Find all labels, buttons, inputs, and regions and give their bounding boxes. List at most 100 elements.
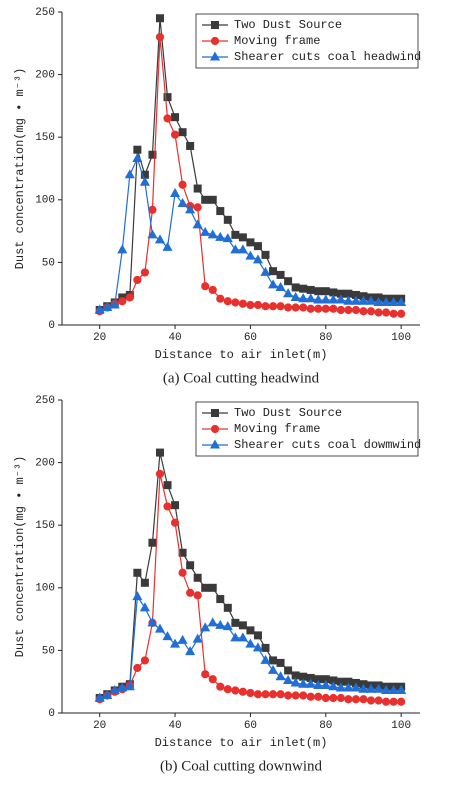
data-point [237, 632, 248, 642]
x-tick-label: 100 [391, 332, 411, 344]
data-point [132, 152, 143, 162]
data-point [178, 180, 187, 189]
x-tick-label: 60 [244, 332, 257, 344]
data-point [186, 561, 195, 570]
data-point [155, 14, 164, 23]
x-tick-label: 60 [244, 720, 257, 732]
data-point [397, 697, 406, 706]
x-axis-label: Distance to air inlet(m) [155, 348, 328, 362]
data-point [102, 689, 113, 699]
data-point [373, 683, 384, 693]
data-point [216, 207, 225, 216]
legend-label: Two Dust Source [234, 18, 342, 32]
y-tick-label: 0 [48, 708, 55, 720]
data-point [154, 234, 166, 244]
data-point [261, 643, 270, 652]
data-point [186, 141, 195, 150]
data-point [269, 656, 278, 665]
data-point [186, 588, 195, 597]
data-point [201, 195, 210, 204]
data-point [283, 674, 294, 684]
data-point [163, 502, 172, 511]
data-point [163, 481, 172, 490]
data-point [139, 602, 150, 612]
data-point [208, 583, 217, 592]
data-point [238, 233, 247, 242]
data-point [162, 631, 173, 641]
data-point [261, 690, 270, 699]
data-point [335, 294, 346, 304]
data-point [155, 469, 165, 478]
data-point [171, 113, 180, 122]
y-tick-label: 150 [35, 520, 55, 532]
data-point [389, 697, 398, 706]
legend-marker [209, 439, 221, 449]
data-point [252, 642, 264, 652]
x-tick-label: 40 [168, 720, 181, 732]
data-point [305, 678, 316, 688]
data-point [102, 301, 113, 311]
data-point [216, 595, 225, 604]
caption: (b) Coal cutting downwind [160, 758, 323, 774]
x-tick-label: 20 [93, 720, 106, 732]
caption: (a) Coal cutting headwind [163, 370, 320, 386]
data-point [381, 684, 392, 694]
x-tick-label: 40 [168, 332, 181, 344]
data-point [260, 654, 271, 664]
data-point [246, 688, 255, 698]
data-point [193, 184, 202, 193]
data-point [238, 621, 247, 630]
data-point [223, 603, 232, 612]
y-tick-label: 200 [35, 458, 55, 470]
data-point [185, 204, 196, 214]
data-point [314, 692, 323, 701]
data-point [170, 130, 180, 139]
legend-marker [209, 51, 221, 61]
data-point [299, 284, 308, 293]
data-point [177, 198, 188, 208]
data-point [222, 233, 233, 243]
series-line [99, 473, 402, 703]
data-point [268, 690, 278, 699]
data-point [359, 307, 368, 316]
data-point [117, 244, 128, 254]
y-axis-label: Dust concentration(mg • m⁻³) [13, 68, 27, 270]
data-point [396, 684, 407, 694]
y-tick-label: 50 [42, 257, 55, 269]
y-tick-label: 250 [35, 395, 55, 407]
data-point [177, 634, 188, 644]
data-point [350, 295, 361, 305]
data-point [178, 128, 187, 137]
data-point [343, 295, 354, 305]
data-point [299, 691, 308, 700]
data-point [284, 691, 293, 700]
data-point [208, 675, 217, 684]
data-point [359, 695, 368, 704]
data-point [207, 229, 218, 239]
legend-marker [211, 409, 219, 417]
data-point [253, 690, 263, 699]
data-point [133, 568, 142, 577]
data-point [336, 305, 345, 315]
data-point [314, 287, 323, 296]
data-point [208, 195, 217, 204]
data-point [163, 114, 172, 123]
data-point [284, 666, 293, 675]
data-point [329, 693, 338, 703]
legend-marker [210, 424, 220, 434]
data-point [335, 682, 346, 692]
data-point [215, 231, 226, 241]
data-point [396, 296, 407, 306]
data-point [201, 282, 210, 291]
data-point [200, 622, 211, 632]
data-point [246, 626, 255, 635]
data-point [267, 664, 279, 674]
data-point [344, 305, 353, 315]
data-point [314, 304, 323, 313]
data-point [169, 638, 181, 648]
data-point [261, 250, 270, 259]
data-point [284, 303, 293, 312]
data-point [269, 267, 278, 276]
data-point [284, 277, 293, 286]
